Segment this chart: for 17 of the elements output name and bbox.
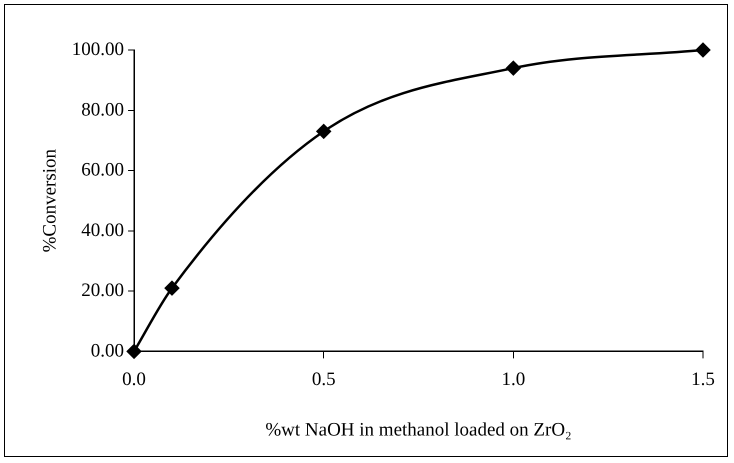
y-tick-label: 40.00 — [81, 220, 124, 241]
x-tick-label: 0.5 — [312, 368, 336, 390]
y-tick-label: 60.00 — [81, 160, 124, 181]
y-tick-label: 20.00 — [81, 280, 124, 302]
y-tick-label: 0.00 — [90, 340, 124, 362]
x-tick-label: 1.5 — [691, 368, 715, 390]
x-axis-title: %wt NaOH in methanol loaded on ZrO₂ — [265, 420, 572, 441]
point — [126, 344, 142, 359]
y-tick-label: 100.00 — [72, 38, 124, 60]
point — [316, 124, 331, 139]
point — [506, 60, 521, 76]
point — [164, 280, 180, 296]
point — [696, 42, 710, 58]
x-tick-label: 0.0 — [122, 368, 146, 390]
x-tick-label: 1.0 — [501, 368, 526, 390]
y-axis-title: %Conversion — [39, 148, 60, 252]
y-tick-label: 80.00 — [81, 99, 124, 120]
